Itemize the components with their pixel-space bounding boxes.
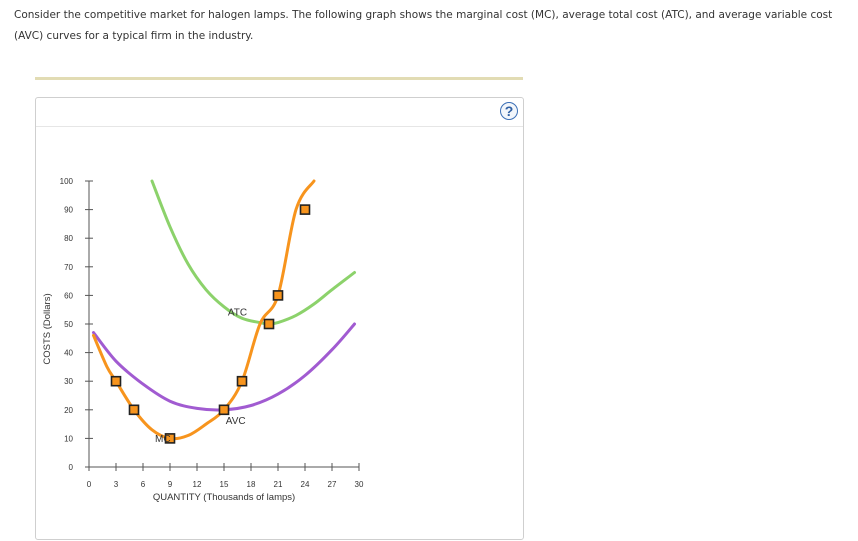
labels-layer: ATC AVC MC [155,307,247,445]
question-intro-text: Consider the competitive market for halo… [14,9,833,42]
panel-header-separator [36,126,523,127]
divider-rule [35,77,523,80]
x-tick-label: 18 [247,480,256,489]
mc-point-marker [164,433,176,444]
avc-curve [92,322,356,412]
x-tick-label: 30 [355,480,364,489]
x-axis-title: QUANTITY (Thousands of lamps) [153,492,295,503]
atc-curve [150,179,356,326]
curves-layer [92,179,356,441]
mc-point-marker [110,375,122,387]
y-tick-label: 100 [60,177,74,186]
x-tick-label: 6 [141,480,146,489]
mc-point-marker [299,204,311,215]
y-tick-label: 40 [64,349,73,358]
x-tick-label: 15 [220,480,229,489]
y-tick-label: 80 [64,234,73,243]
markers-layer [110,204,311,444]
x-tick-label: 24 [301,480,310,489]
mc-point-marker [236,375,248,387]
y-tick-label: 60 [64,291,73,300]
mc-point-marker [272,290,284,301]
x-tick-label: 27 [328,480,337,489]
y-axis-title: COSTS (Dollars) [42,293,53,364]
mc-curve [92,179,316,441]
y-tick-label: 30 [64,377,73,386]
mc-point-marker [128,404,140,416]
mc-curve-label: MC [155,434,171,445]
avc-curve-label: AVC [226,416,246,427]
x-tick-label: 3 [114,480,119,489]
y-tick-label: 0 [69,463,74,472]
y-tick-label: 10 [64,434,73,443]
y-tick-label: 70 [64,263,73,272]
help-button[interactable]: ? [500,102,518,120]
x-tick-label: 0 [87,480,92,489]
x-tick-label: 21 [274,480,283,489]
x-tick-label: 12 [193,480,202,489]
x-tick-label: 9 [168,480,173,489]
mc-point-marker [218,404,230,416]
y-tick-label: 20 [64,406,73,415]
y-tick-label: 50 [64,320,73,329]
mc-point-marker [263,318,275,330]
y-tick-label: 90 [64,206,73,215]
atc-curve-label: ATC [228,307,247,318]
axes-layer: 0 3 6 9 12 15 18 21 24 27 30 0 10 20 30 40 50 60 70 80 90 100… [42,177,364,503]
